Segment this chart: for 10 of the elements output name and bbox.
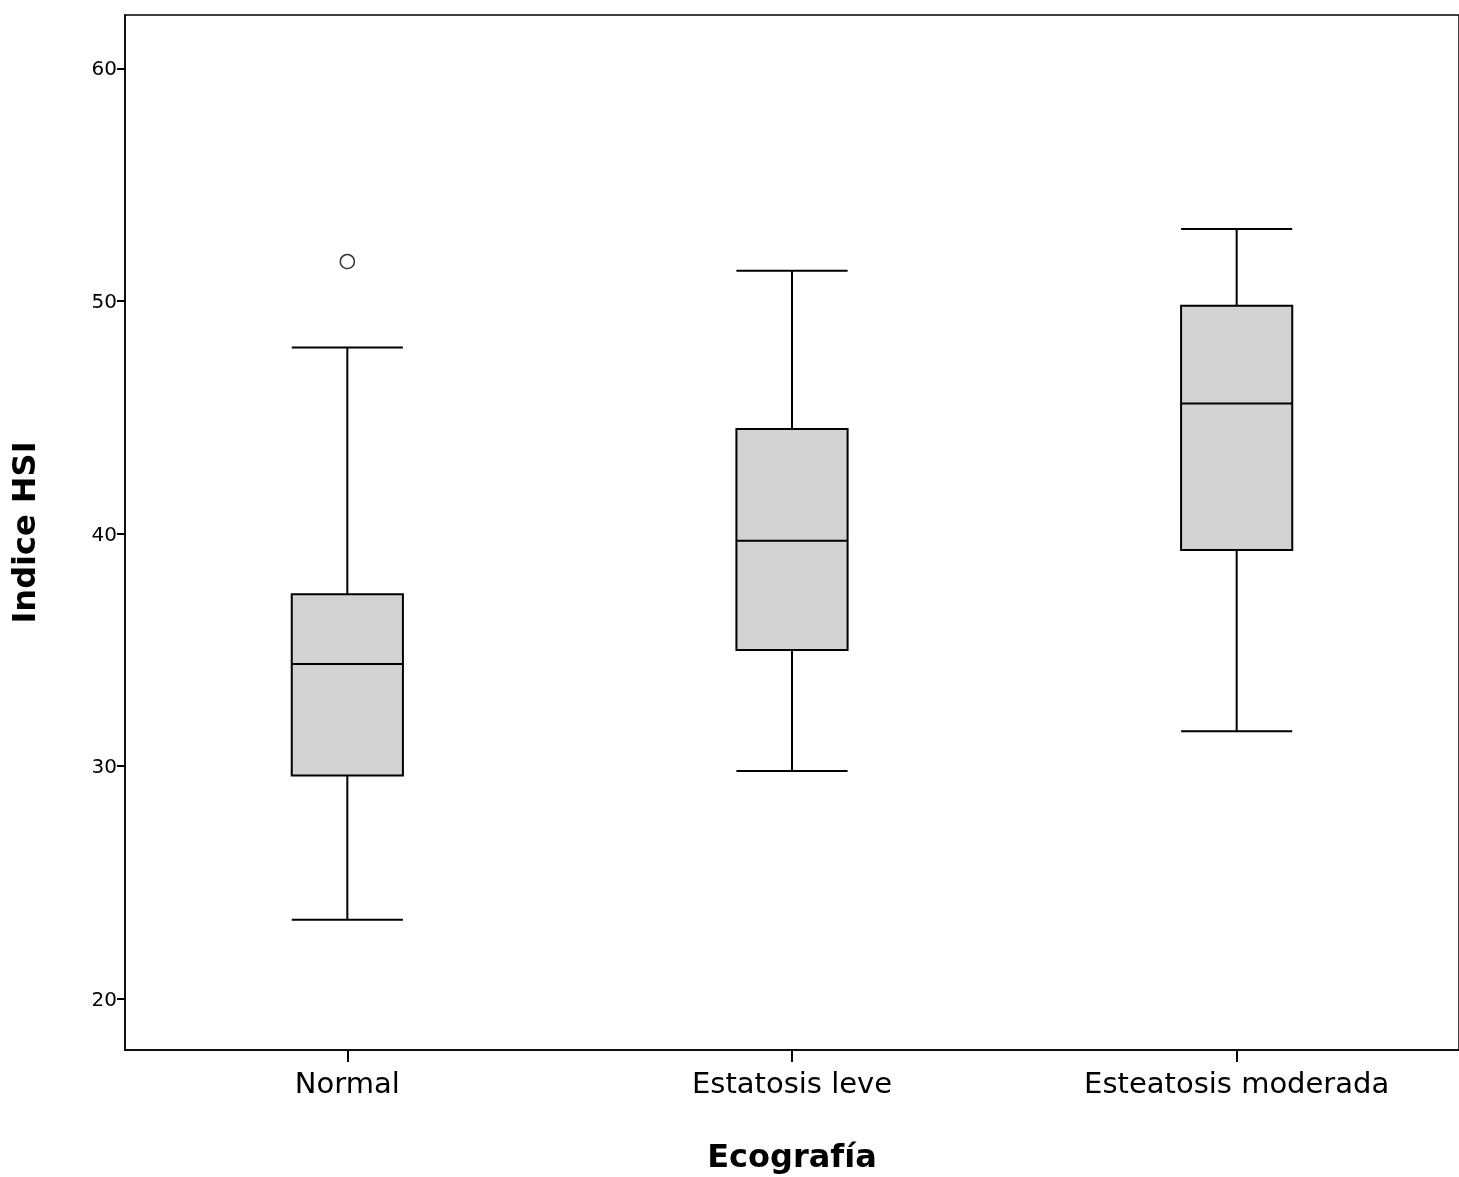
y-tick-label: 20 xyxy=(91,986,117,1011)
y-tick-label: 30 xyxy=(91,754,117,779)
y-tick-label: 60 xyxy=(91,56,117,81)
x-tick-label: Normal xyxy=(294,1065,400,1100)
x-axis-title: Ecografía xyxy=(707,1137,877,1175)
y-tick-label: 50 xyxy=(91,289,117,314)
y-tick-label: 40 xyxy=(91,521,117,546)
y-axis-title: Indice HSI xyxy=(5,441,43,624)
x-tick-label: Estatosis leve xyxy=(691,1065,893,1100)
x-tick-label: Esteatosis moderada xyxy=(1084,1065,1390,1100)
